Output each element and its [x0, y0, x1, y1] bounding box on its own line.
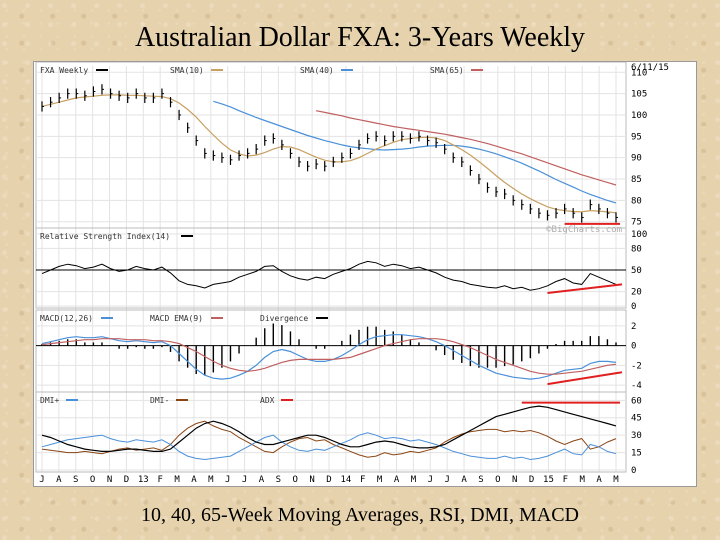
- x-tick-label: O: [293, 475, 298, 485]
- x-tick-label: J: [39, 475, 44, 485]
- y-tick-label: 15: [631, 449, 642, 459]
- panel-dmi: 60 45 30 15 0 DMI+ DMI- ADX: [35, 391, 642, 476]
- panel-frame: [35, 391, 627, 473]
- rsi-divergence-annotation: [547, 283, 623, 295]
- x-tick-label: D: [124, 475, 129, 485]
- legend-entry: SMA(10): [170, 66, 204, 75]
- x-tick-label: J: [242, 475, 247, 485]
- x-tick-label: J: [428, 475, 433, 485]
- y-tick-label: 100: [631, 230, 647, 240]
- x-tick-label: M: [377, 475, 383, 485]
- x-tick-label: M: [174, 475, 180, 485]
- legend-entry: ADX: [260, 396, 275, 405]
- x-tick-label: N: [107, 475, 112, 485]
- y-tick-label: 100: [631, 111, 647, 121]
- panel-macd: 2 0 -2 -4 MACD(12,26) MACD EMA(9) Divergence: [35, 309, 642, 393]
- y-tick-label: 80: [631, 244, 642, 254]
- x-tick-label: O: [495, 475, 500, 485]
- x-tick-label: A: [461, 475, 467, 485]
- y-tick-label: 0: [631, 466, 636, 476]
- legend-entry: SMA(40): [300, 66, 334, 75]
- x-tick-label: M: [613, 475, 619, 485]
- legend-entry: SMA(65): [430, 66, 464, 75]
- panel-frame: [35, 309, 627, 393]
- chart-panels: 110 105 100 95 90 85 80 75 FXA Weekly SMA(10) SMA(…: [35, 61, 669, 476]
- legend-entry: DMI+: [40, 396, 59, 405]
- x-tick-label: M: [580, 475, 586, 485]
- x-tick-label: D: [326, 475, 331, 485]
- y-tick-label: 0: [631, 302, 636, 312]
- y-tick-label: 20: [631, 288, 642, 298]
- x-axis-ticks: J A S O N D 13 F M A M J J A S O N D 14 F M A M J J A S O N D 15 F M A M: [39, 475, 619, 485]
- chart-grid: [41, 66, 617, 472]
- x-tick-label: N: [309, 475, 314, 485]
- legend-entry: Divergence: [260, 314, 308, 323]
- y-tick-label: 75: [631, 218, 642, 228]
- x-tick-label: M: [208, 475, 214, 485]
- x-tick-label: A: [596, 475, 602, 485]
- adx-line: [41, 405, 617, 452]
- x-tick-label: A: [56, 475, 62, 485]
- panel-price: 110 105 100 95 90 85 80 75 FXA Weekly SMA(10) SMA(…: [35, 61, 669, 235]
- sma40-line: [213, 100, 617, 204]
- panel-frame: [35, 61, 627, 229]
- y-tick-label: 30: [631, 431, 642, 441]
- x-tick-label: 15: [543, 475, 554, 485]
- y-tick-label: -4: [631, 381, 642, 391]
- legend-entry: FXA Weekly: [40, 66, 88, 75]
- x-tick-label: A: [394, 475, 400, 485]
- x-tick-label: J: [225, 475, 230, 485]
- legend-entry: DMI-: [150, 396, 169, 405]
- slide-caption: 10, 40, 65-Week Moving Averages, RSI, DM…: [141, 504, 579, 526]
- macd-signal-line: [41, 338, 617, 375]
- legend-entry: Relative Strength Index(14): [40, 232, 170, 241]
- dmi-plus-line: [41, 432, 617, 461]
- y-tick-label: 85: [631, 175, 642, 185]
- y-tick-label: 2: [631, 322, 636, 332]
- sma65-line: [315, 110, 617, 186]
- y-tick-label: 50: [631, 266, 642, 276]
- y-tick-label: 110: [631, 68, 647, 78]
- y-tick-label: 80: [631, 196, 642, 206]
- date-label: 6/11/15: [631, 63, 669, 73]
- y-tick-label: 90: [631, 154, 642, 164]
- x-tick-label: 14: [340, 475, 351, 485]
- legend-entry: MACD(12,26): [40, 314, 93, 323]
- x-tick-label: F: [563, 475, 568, 485]
- watermark: ©BigCharts.com: [546, 225, 622, 235]
- x-tick-label: D: [529, 475, 534, 485]
- panel-frame: [35, 227, 627, 309]
- y-tick-label: -2: [631, 361, 642, 371]
- rsi-line: [41, 260, 617, 291]
- y-tick-label: 0: [631, 342, 636, 352]
- x-tick-label: J: [444, 475, 449, 485]
- x-tick-label: A: [259, 475, 265, 485]
- macd-divergence-annotation: [547, 371, 623, 386]
- x-tick-label: O: [90, 475, 95, 485]
- sma10-line: [41, 94, 617, 214]
- dmi-minus-line: [41, 420, 617, 458]
- x-tick-label: A: [191, 475, 197, 485]
- chart-svg: 110 105 100 95 90 85 80 75 FXA Weekly SMA(10) SMA(…: [35, 61, 669, 485]
- x-tick-label: M: [411, 475, 417, 485]
- x-tick-label: N: [512, 475, 517, 485]
- x-tick-label: S: [276, 475, 281, 485]
- y-tick-label: 105: [631, 90, 647, 100]
- slide-title: Australian Dollar FXA: 3-Years Weekly: [134, 22, 586, 53]
- x-tick-label: S: [478, 475, 483, 485]
- legend-entry: MACD EMA(9): [150, 314, 203, 323]
- y-tick-label: 60: [631, 396, 642, 406]
- chart-container: 110 105 100 95 90 85 80 75 FXA Weekly SMA(10) SMA(…: [33, 61, 697, 487]
- x-tick-label: F: [157, 475, 162, 485]
- x-tick-label: F: [360, 475, 365, 485]
- y-tick-label: 45: [631, 414, 642, 424]
- panel-rsi: 100 80 50 20 0 Relative Strength Index(14): [35, 227, 647, 312]
- x-tick-label: S: [73, 475, 78, 485]
- macd-line: [41, 334, 617, 380]
- y-tick-label: 95: [631, 132, 642, 142]
- x-tick-label: 13: [138, 475, 149, 485]
